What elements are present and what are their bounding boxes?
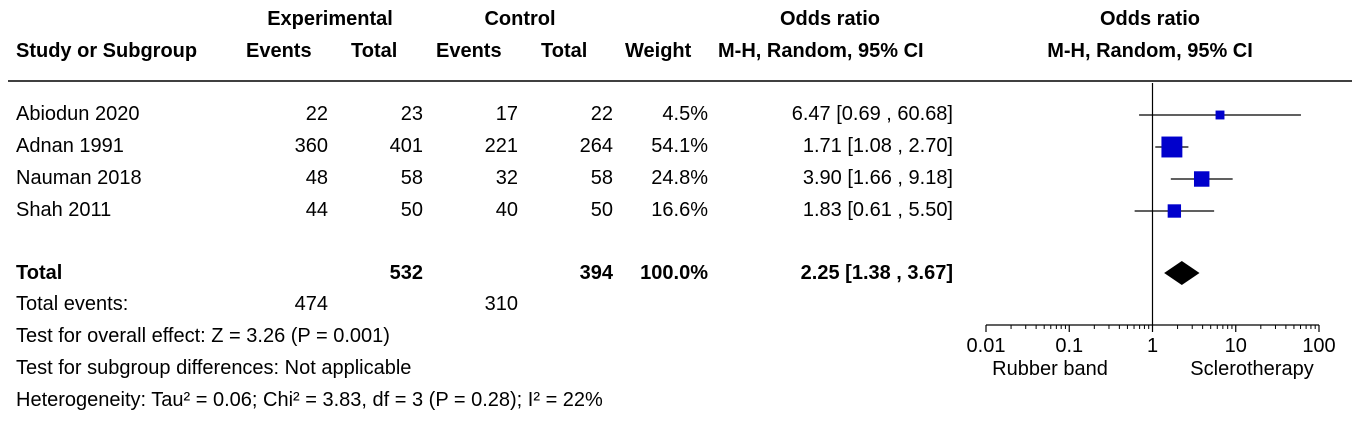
events2-column-header: Events [436,40,502,62]
heterogeneity-note: Heterogeneity: Tau² = 0.06; Chi² = 3.83,… [16,389,603,411]
total1-value: 50 [400,199,423,221]
weight-value: 4.5% [662,103,708,125]
weight-value: 16.6% [651,199,708,221]
favours-left-label: Rubber band [992,358,1108,380]
total2-column-header: Total [541,40,588,62]
plot-odds-ratio-header: Odds ratio [1099,8,1200,30]
total-events2: 310 [484,293,518,315]
weight-column-header: Weight [625,40,692,62]
tick-label: 10 [1225,335,1247,357]
tick-label: 1 [1147,335,1158,357]
plot-ci-header: M-H, Random, 95% CI [1047,40,1253,62]
ci-value: 1.83 [0.61 , 5.50] [802,199,953,221]
study-name: Abiodun 2020 [16,103,140,125]
study-square [1167,204,1182,218]
study-name: Adnan 1991 [16,135,124,157]
total1-value: 23 [400,103,423,125]
overall-effect-note: Test for overall effect: Z = 3.26 (P = 0… [16,325,390,347]
tick-label: 0.01 [967,335,1006,357]
subgroup-note: Test for subgroup differences: Not appli… [16,357,412,379]
total1-value: 401 [389,135,423,157]
total2-value: 22 [590,103,613,125]
study-square [1161,136,1183,158]
tick-label: 0.1 [1055,335,1083,357]
total2-value: 50 [590,199,613,221]
total1-sum: 532 [389,262,423,284]
weight-value: 54.1% [651,135,708,157]
total-ci: 2.25 [1.38 , 3.67] [800,262,953,284]
weight-value: 24.8% [651,167,708,189]
total-label: Total [16,262,63,284]
study-column-header: Study or Subgroup [16,40,198,62]
ci-value: 6.47 [0.69 , 60.68] [791,103,953,125]
odds-ratio-header: Odds ratio [779,8,880,30]
study-name: Shah 2011 [16,199,112,221]
total2-sum: 394 [579,262,613,284]
control-header: Control [484,8,556,30]
events1-value: 22 [305,103,328,125]
experimental-header: Experimental [267,8,393,30]
events1-value: 44 [305,199,328,221]
events1-value: 360 [294,135,328,157]
ci-value: 1.71 [1.08 , 2.70] [802,135,953,157]
ci-value: 3.90 [1.66 , 9.18] [802,167,953,189]
study-square [1215,110,1225,120]
events1-column-header: Events [246,40,312,62]
total2-value: 264 [579,135,613,157]
events2-value: 221 [484,135,518,157]
study-markers [1134,110,1301,218]
study-name: Nauman 2018 [16,167,142,189]
total1-value: 58 [400,167,423,189]
events1-value: 48 [305,167,328,189]
total1-column-header: Total [351,40,398,62]
ci-column-header: M-H, Random, 95% CI [718,40,924,62]
total2-value: 58 [590,167,613,189]
total-events-label: Total events: [16,293,129,315]
favours-right-label: Sclerotherapy [1190,358,1313,380]
events2-value: 17 [495,103,518,125]
events2-value: 40 [495,199,518,221]
tick-label: 100 [1302,335,1335,357]
x-axis-ticks: 0.01 0.1 1 10 100 [967,325,1336,357]
total-weight: 100.0% [640,262,708,284]
pooled-diamond [1164,261,1200,285]
study-square [1193,171,1210,187]
events2-value: 32 [495,167,518,189]
total-events1: 474 [294,293,328,315]
